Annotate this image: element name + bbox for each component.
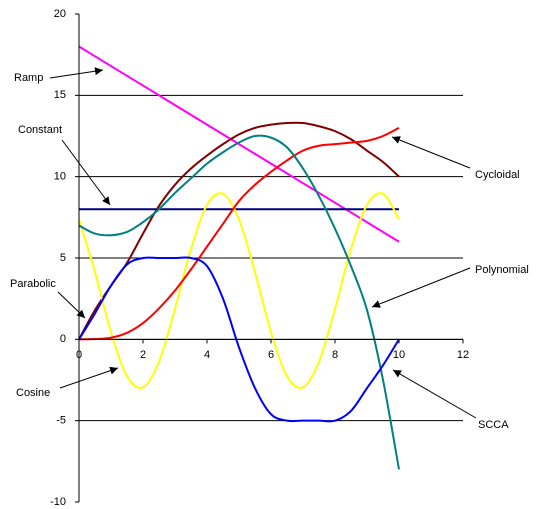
annotation-arrow: [59, 366, 119, 389]
x-tick-label: 8: [332, 349, 338, 361]
annotation-label: SCCA: [478, 419, 509, 431]
plot: [78, 45, 400, 470]
annotation-arrow: [391, 136, 471, 169]
y-tick-label: -5: [56, 415, 66, 427]
annotation-arrow: [371, 267, 471, 308]
annotation-arrow: [57, 291, 86, 319]
series-line: [78, 121, 400, 340]
x-tick-label: 4: [204, 349, 210, 361]
grid: [79, 94, 463, 422]
x-tick-label: 2: [140, 349, 146, 361]
y-tick-label: -10: [50, 496, 66, 508]
x-tick-label: 10: [393, 349, 405, 361]
annotation-label: Ramp: [14, 72, 43, 84]
y-tick-label: 20: [54, 8, 66, 20]
y-tick-label: 0: [60, 333, 66, 345]
annotation-label: Polynomial: [475, 264, 529, 276]
series-line: [78, 45, 400, 243]
annotation-label: Cycloidal: [475, 169, 520, 181]
x-tick-label: 6: [268, 349, 274, 361]
series-line: [78, 126, 400, 341]
annotation-label: Parabolic: [10, 278, 56, 290]
annotation-label: Constant: [18, 124, 62, 136]
annotation-arrow: [49, 67, 104, 79]
series-line: [78, 256, 400, 423]
y-tick-label: 15: [54, 89, 66, 101]
x-tick-label: 12: [457, 349, 469, 361]
y-tick-label: 10: [54, 171, 66, 183]
annotation-arrow: [61, 139, 111, 206]
series-line: [78, 134, 400, 470]
annotations: Ramp Constant Parabolic Cosine Cycloidal Poly…: [10, 67, 529, 431]
y-tick-label: 5: [60, 252, 66, 264]
annotation-label: Cosine: [16, 387, 50, 399]
annotation-arrow: [392, 369, 477, 419]
axes: -10-505101520024681012: [50, 8, 469, 508]
series-line: [78, 192, 400, 389]
